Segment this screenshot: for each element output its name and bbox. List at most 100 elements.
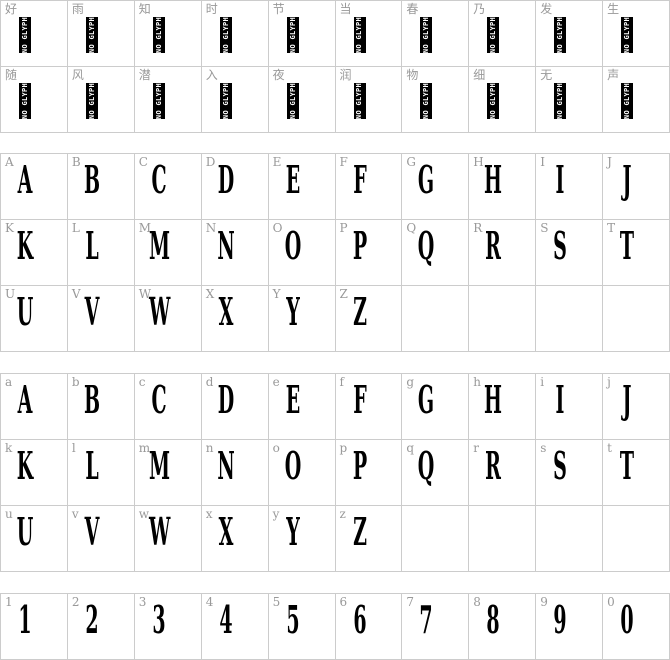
- glyph-label: u: [5, 507, 13, 521]
- no-glyph-icon: NO GLYPH: [85, 17, 98, 53]
- glyph-sample: W: [148, 509, 171, 554]
- glyph-cell: 随 NO GLYPH: [1, 67, 68, 133]
- glyph-sample: 6: [352, 597, 367, 642]
- glyph-sample: F: [352, 377, 367, 422]
- glyph-sample: W: [148, 289, 171, 334]
- glyph-label: j: [607, 375, 611, 389]
- glyph-sample: F: [352, 157, 367, 202]
- glyph-label: s: [540, 441, 547, 455]
- empty-cell: [469, 506, 537, 572]
- glyph-label: y: [272, 507, 280, 521]
- glyph-label: J: [607, 155, 612, 169]
- glyph-sample: O: [284, 443, 301, 488]
- glyph-label: E: [272, 155, 282, 169]
- glyph-label: w: [138, 507, 150, 521]
- no-glyph-text: NO GLYPH: [21, 82, 29, 120]
- glyph-label: 无: [540, 68, 553, 82]
- glyph-sample: A: [17, 377, 33, 422]
- glyph-label: Z: [339, 287, 348, 301]
- no-glyph-icon: NO GLYPH: [152, 83, 165, 119]
- glyph-cell: 好 NO GLYPH: [1, 1, 68, 67]
- glyph-label: o: [272, 441, 280, 455]
- glyph-cell: 发 NO GLYPH: [536, 1, 604, 67]
- glyph-sample: Q: [418, 223, 435, 268]
- no-glyph-icon: NO GLYPH: [286, 83, 299, 119]
- glyph-label: 春: [406, 2, 419, 16]
- glyph-label: N: [205, 221, 217, 235]
- glyph-sample: R: [485, 223, 502, 268]
- glyph-label: r: [473, 441, 480, 455]
- glyph-label: 4: [205, 595, 214, 609]
- glyph-label: c: [138, 375, 146, 389]
- glyph-label: 8: [473, 595, 481, 609]
- glyph-label: t: [607, 441, 612, 455]
- glyph-label: C: [138, 155, 148, 169]
- glyph-sample: Y: [285, 509, 300, 554]
- empty-cell: [536, 286, 604, 352]
- glyph-sample: O: [284, 223, 301, 268]
- no-glyph-icon: NO GLYPH: [621, 83, 634, 119]
- glyph-cell: 声 NO GLYPH: [603, 67, 670, 133]
- glyph-label: 2: [71, 595, 80, 609]
- glyph-label: 发: [540, 2, 553, 16]
- glyph-sample: 7: [419, 597, 433, 642]
- no-glyph-icon: NO GLYPH: [487, 16, 500, 54]
- glyph-sample: V: [84, 509, 100, 554]
- glyph-cell: 时 NO GLYPH: [201, 1, 269, 67]
- glyph-label: D: [205, 155, 216, 169]
- glyph-cell: 物 NO GLYPH: [402, 67, 470, 133]
- glyph-label: g: [406, 375, 415, 389]
- glyph-label: x: [205, 507, 213, 521]
- glyph-label: B: [71, 155, 81, 169]
- glyph-label: p: [339, 441, 348, 455]
- glyph-sample: L: [85, 443, 99, 488]
- empty-cell: [402, 286, 470, 352]
- no-glyph-text: NO GLYPH: [288, 16, 297, 54]
- glyph-label: m: [138, 441, 151, 455]
- no-glyph-text: NO GLYPH: [221, 16, 230, 54]
- glyph-sample: Z: [352, 509, 367, 554]
- glyph-label: 雨: [71, 2, 84, 16]
- no-glyph-icon: NO GLYPH: [554, 17, 567, 53]
- no-glyph-text: NO GLYPH: [87, 82, 96, 120]
- glyph-label: f: [339, 375, 344, 389]
- glyph-sample: H: [484, 377, 503, 422]
- glyph-sample: G: [418, 157, 435, 202]
- glyph-label: H: [473, 155, 484, 169]
- no-glyph-icon: NO GLYPH: [420, 83, 433, 119]
- glyph-sample: I: [555, 157, 565, 202]
- no-glyph-text: NO GLYPH: [154, 16, 163, 54]
- no-glyph-text: NO GLYPH: [489, 16, 498, 54]
- glyph-sample: E: [285, 157, 300, 202]
- section-cjk: 好 NO GLYPH 雨 NO GLYPH 知 NO GLYPH 时 NO GLYPH 节 NO …: [0, 0, 670, 133]
- glyph-label: F: [339, 155, 348, 169]
- glyph-label: W: [138, 287, 152, 301]
- glyph-cell: 乃 NO GLYPH: [469, 1, 537, 67]
- glyph-sample: 2: [85, 597, 99, 642]
- glyph-cell: 细 NO GLYPH: [469, 67, 537, 133]
- glyph-cell: 潜 NO GLYPH: [134, 67, 202, 133]
- glyph-label: 5: [272, 595, 281, 609]
